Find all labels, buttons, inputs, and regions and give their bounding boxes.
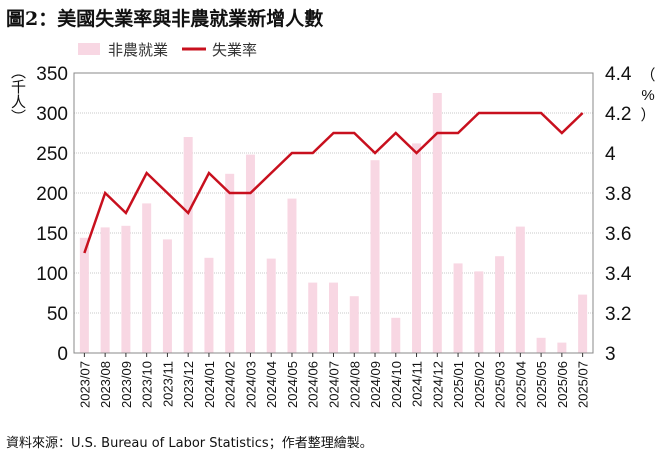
bar xyxy=(432,93,442,353)
bar xyxy=(536,337,546,353)
y-right-tick-label: 3 xyxy=(605,344,616,365)
x-tick-label: 2023/11 xyxy=(160,361,175,407)
bar xyxy=(204,257,214,353)
bar xyxy=(162,239,172,353)
y-left-tick-label: 50 xyxy=(47,304,68,325)
y-left-axis-label: （千人） xyxy=(9,64,27,124)
unemployment-line xyxy=(83,111,584,254)
bar xyxy=(495,256,505,353)
x-tick-label: 2024/06 xyxy=(306,361,321,408)
bar xyxy=(578,294,588,353)
bar xyxy=(225,173,235,353)
bar xyxy=(370,160,380,353)
y-right-tick-label: 4.4 xyxy=(605,64,632,85)
legend-swatch-bar xyxy=(78,43,100,55)
x-tick-label: 2025/02 xyxy=(472,361,487,408)
x-tick-label: 2024/02 xyxy=(223,361,238,408)
x-tick-label: 2024/09 xyxy=(368,361,383,408)
y-left-tick-label: 200 xyxy=(36,184,68,205)
bar xyxy=(266,258,276,353)
y-right-tick-label: 3.6 xyxy=(605,224,631,245)
bar xyxy=(349,296,359,353)
x-tick-label: 2023/12 xyxy=(181,361,196,408)
y-left-tick-label: 300 xyxy=(36,104,68,125)
bar xyxy=(453,263,463,353)
x-tick-label: 2024/04 xyxy=(264,361,279,408)
x-tick-label: 2024/07 xyxy=(327,361,342,408)
y-left-tick-label: 250 xyxy=(36,144,68,165)
bar xyxy=(79,237,89,353)
x-tick-label: 2023/07 xyxy=(77,361,92,408)
source-note: 資料來源：U.S. Bureau of Labor Statistics；作者整… xyxy=(6,436,373,451)
bar xyxy=(329,282,338,353)
x-tick-label: 2025/04 xyxy=(513,361,528,408)
y-left-tick-label: 0 xyxy=(57,344,68,365)
bar xyxy=(308,282,318,353)
x-tick-label: 2025/01 xyxy=(451,361,466,408)
chart-title: 圖2：美國失業率與非農就業新增人數 xyxy=(6,8,324,30)
x-tick-label: 2025/05 xyxy=(534,361,549,408)
x-tick-label: 2023/10 xyxy=(140,361,155,408)
y-right-axis-label-char: % xyxy=(641,87,654,104)
bar xyxy=(287,198,297,353)
x-tick-label: 2025/06 xyxy=(555,361,570,408)
bar xyxy=(515,226,525,353)
y-left-tick-label: 350 xyxy=(36,64,68,85)
legend-label: 非農就業 xyxy=(108,42,168,59)
y-right-tick-label: 3.2 xyxy=(605,304,631,325)
bar xyxy=(245,154,255,353)
x-tick-label: 2024/08 xyxy=(347,361,362,408)
y-right-tick-label: 3.4 xyxy=(605,264,632,285)
y-left-tick-label: 100 xyxy=(36,264,68,285)
bar xyxy=(100,227,110,353)
y-right-tick-label: 4.2 xyxy=(605,104,631,125)
bar xyxy=(121,225,131,353)
x-tick-label: 2023/09 xyxy=(119,361,134,408)
x-tick-label: 2024/11 xyxy=(410,361,425,407)
y-right-axis-label-char: ） xyxy=(640,107,655,124)
x-tick-label: 2024/03 xyxy=(243,361,258,408)
x-tick-label: 2023/08 xyxy=(98,361,113,408)
bar xyxy=(412,143,422,353)
y-left-tick-label: 150 xyxy=(36,224,68,245)
x-tick-label: 2025/03 xyxy=(493,361,508,408)
bar xyxy=(474,271,484,353)
legend-label: 失業率 xyxy=(212,42,257,59)
bar xyxy=(142,203,152,353)
y-right-tick-label: 3.8 xyxy=(605,184,631,205)
y-right-axis-label-char: （ xyxy=(640,67,655,84)
bar xyxy=(183,137,193,353)
bar xyxy=(391,317,401,353)
x-tick-label: 2024/01 xyxy=(202,361,217,408)
x-tick-label: 2024/12 xyxy=(430,361,445,408)
x-tick-label: 2024/10 xyxy=(389,361,404,408)
x-tick-label: 2025/07 xyxy=(576,361,591,408)
y-right-tick-label: 4 xyxy=(605,144,616,165)
bar xyxy=(557,342,567,353)
x-tick-label: 2024/05 xyxy=(285,361,300,408)
